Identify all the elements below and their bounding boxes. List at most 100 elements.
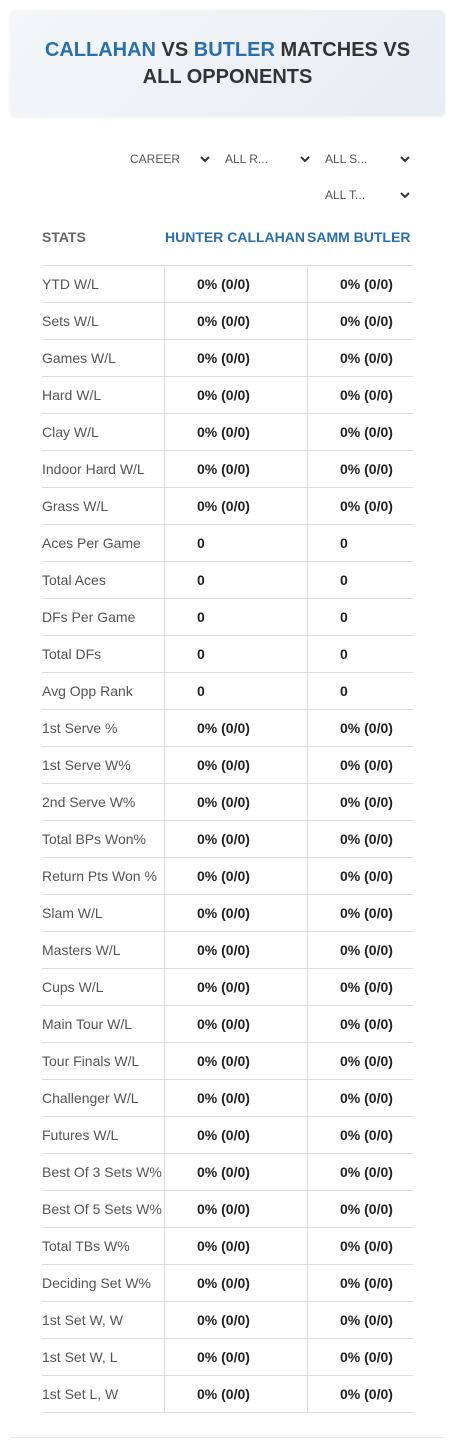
stat-value: 0% (0/0) — [340, 1312, 393, 1328]
stat-label: Grass W/L — [42, 498, 109, 514]
row-divider — [42, 450, 413, 451]
chevron — [400, 156, 410, 163]
stat-value: 0% (0/0) — [340, 1238, 393, 1254]
stat-value: 0% (0/0) — [340, 350, 393, 366]
stat-label: DFs Per Game — [42, 609, 136, 625]
row-divider — [42, 524, 413, 525]
row-divider — [42, 1301, 413, 1302]
stat-label: Clay W/L — [42, 424, 99, 440]
row-divider — [42, 265, 413, 266]
stat-label: Best Of 5 Sets W% — [42, 1201, 162, 1217]
stat-label: 1st Serve W% — [42, 757, 131, 773]
row-divider — [42, 931, 413, 932]
stat-value: 0% (0/0) — [197, 276, 250, 292]
title-part: CALLAHAN — [44, 39, 156, 61]
stat-value: 0% (0/0) — [340, 313, 393, 329]
stat-value: 0% (0/0) — [340, 1164, 393, 1180]
stat-label: Aces Per Game — [42, 535, 141, 551]
title-part: VS — [161, 39, 189, 61]
stat-label: Tour Finals W/L — [42, 1053, 140, 1069]
stat-value: 0% (0/0) — [197, 498, 250, 514]
stat-value: 0% (0/0) — [340, 1053, 393, 1069]
stat-label: Total DFs — [42, 646, 102, 662]
stat-label: Total TBs W% — [42, 1238, 130, 1254]
title-part: BUTLER — [193, 39, 275, 61]
filter-select[interactable]: CAREER — [130, 152, 181, 166]
stat-label: 1st Set W, L — [42, 1349, 118, 1365]
stat-value: 0% (0/0) — [197, 905, 250, 921]
stat-value: 0% (0/0) — [197, 461, 250, 477]
stat-value: 0 — [197, 572, 205, 588]
stat-value: 0% (0/0) — [197, 942, 250, 958]
stat-value: 0% (0/0) — [197, 350, 250, 366]
row-divider — [42, 746, 413, 747]
filter-select[interactable]: ALL T... — [325, 188, 366, 202]
row-divider — [42, 1264, 413, 1265]
row-divider — [42, 487, 413, 488]
stat-value: 0% (0/0) — [340, 1386, 393, 1402]
row-divider — [42, 561, 413, 562]
stat-label: Deciding Set W% — [42, 1275, 151, 1291]
stat-label: Hard W/L — [42, 387, 102, 403]
chevron — [300, 156, 310, 163]
stat-label: Challenger W/L — [42, 1090, 139, 1106]
row-divider — [42, 1190, 413, 1191]
stat-value: 0% (0/0) — [197, 1312, 250, 1328]
stat-value: 0% (0/0) — [197, 1127, 250, 1143]
stat-value: 0% (0/0) — [340, 1090, 393, 1106]
stat-value: 0% (0/0) — [197, 1275, 250, 1291]
row-divider — [42, 1116, 413, 1117]
stat-value: 0% (0/0) — [340, 868, 393, 884]
chevron — [400, 192, 410, 199]
stat-label: Indoor Hard W/L — [42, 461, 145, 477]
stat-value: 0% (0/0) — [197, 1016, 250, 1032]
stat-label: 1st Set W, W — [42, 1312, 123, 1328]
row-divider — [42, 672, 413, 673]
stat-value: 0% (0/0) — [340, 979, 393, 995]
row-divider — [42, 339, 413, 340]
stat-label: 2nd Serve W% — [42, 794, 136, 810]
stat-value: 0 — [197, 535, 205, 551]
column-divider — [307, 265, 308, 1412]
row-divider — [42, 1227, 413, 1228]
stat-label: Games W/L — [42, 350, 116, 366]
row-divider — [42, 1338, 413, 1339]
stat-label: YTD W/L — [42, 276, 99, 292]
column-header: HUNTER CALLAHAN — [165, 229, 305, 245]
stat-value: 0 — [197, 683, 205, 699]
row-divider — [42, 413, 413, 414]
stat-value: 0% (0/0) — [340, 1275, 393, 1291]
header-card: CALLAHAN VS BUTLER MATCHES VS ALL OPPONEN… — [10, 10, 445, 116]
stat-value: 0% (0/0) — [197, 1386, 250, 1402]
stat-value: 0% (0/0) — [340, 461, 393, 477]
stat-value: 0 — [197, 646, 205, 662]
stat-label: Futures W/L — [42, 1127, 119, 1143]
title-part: MATCHES VS — [280, 39, 411, 61]
stat-label: Main Tour W/L — [42, 1016, 132, 1032]
stat-value: 0% (0/0) — [197, 868, 250, 884]
stat-value: 0% (0/0) — [340, 424, 393, 440]
stat-value: 0% (0/0) — [340, 1127, 393, 1143]
stat-label: Sets W/L — [42, 313, 99, 329]
footer-line — [10, 1437, 445, 1438]
stat-value: 0% (0/0) — [197, 1201, 250, 1217]
stat-label: Avg Opp Rank — [42, 683, 133, 699]
filter-select[interactable]: ALL R... — [225, 152, 268, 166]
stat-value: 0% (0/0) — [340, 720, 393, 736]
stat-value: 0 — [340, 609, 348, 625]
stat-value: 0% (0/0) — [197, 313, 250, 329]
stat-value: 0% (0/0) — [197, 1053, 250, 1069]
stat-value: 0% (0/0) — [197, 720, 250, 736]
stat-value: 0% (0/0) — [197, 1090, 250, 1106]
stat-value: 0% (0/0) — [197, 794, 250, 810]
stat-value: 0% (0/0) — [340, 1349, 393, 1365]
filter-select[interactable]: ALL S... — [325, 152, 368, 166]
stat-value: 0% (0/0) — [197, 1238, 250, 1254]
stat-value: 0% (0/0) — [340, 831, 393, 847]
row-divider — [42, 1042, 413, 1043]
stat-label: Total BPs Won% — [42, 831, 147, 847]
row-divider — [42, 1412, 413, 1413]
stat-value: 0 — [340, 683, 348, 699]
stat-value: 0% (0/0) — [340, 794, 393, 810]
